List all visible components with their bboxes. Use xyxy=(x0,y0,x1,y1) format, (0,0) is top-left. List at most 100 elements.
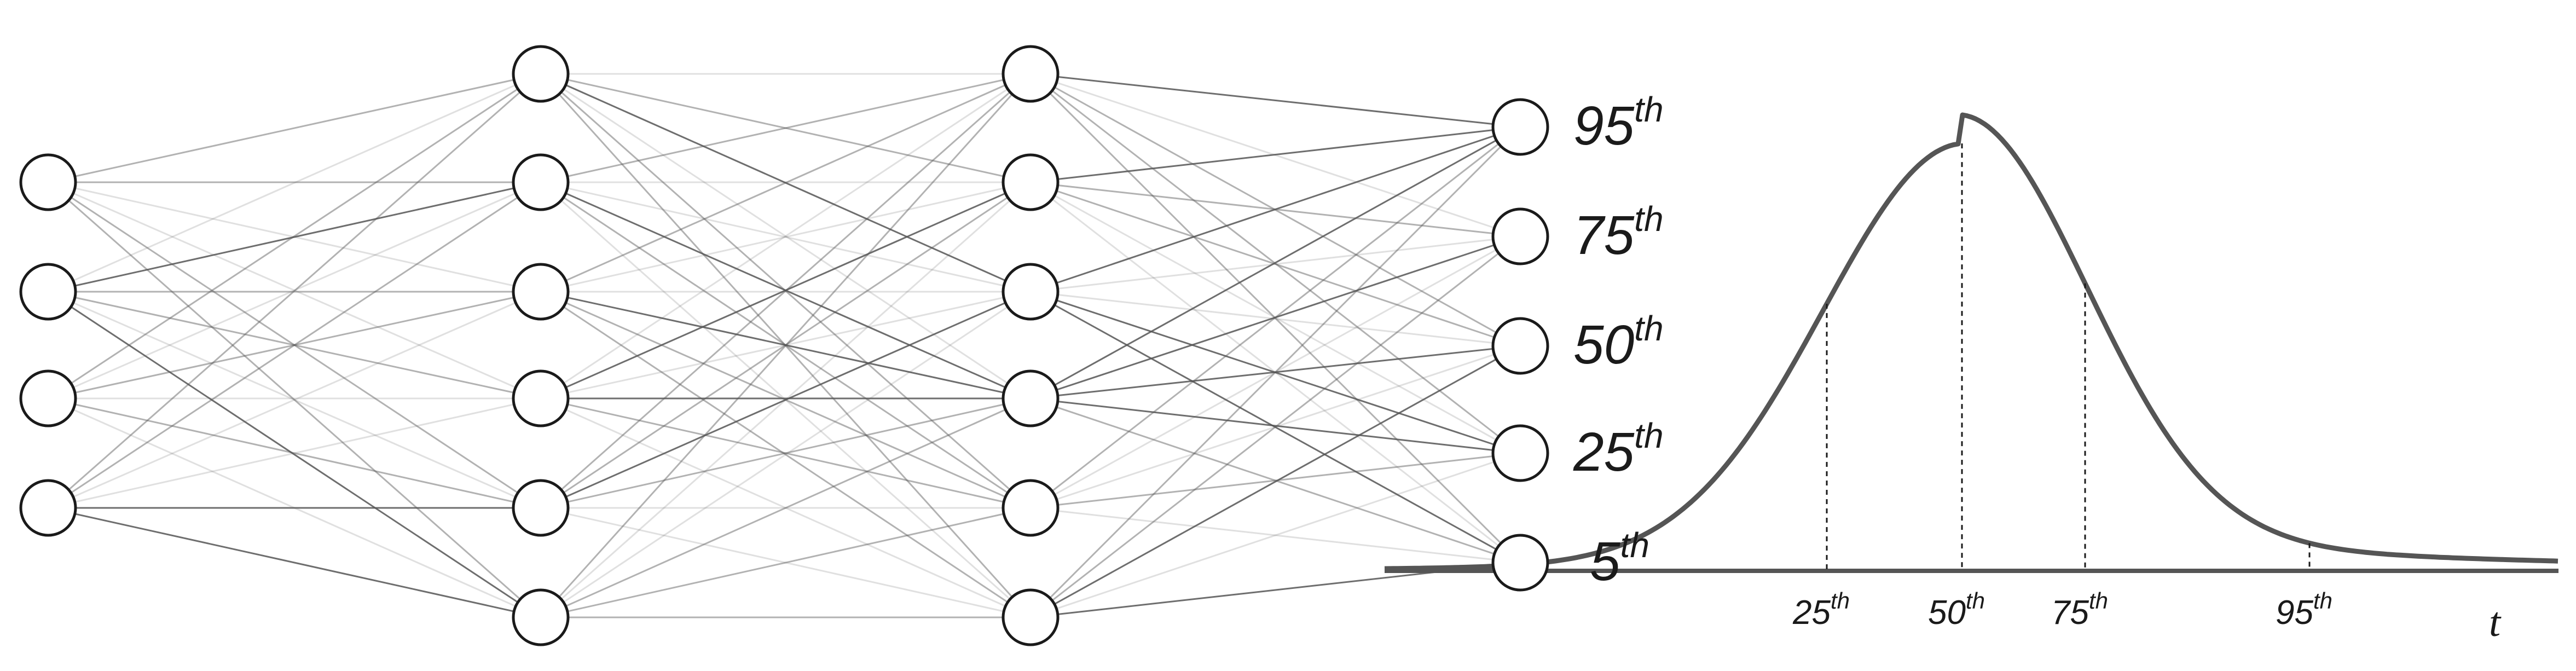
network-edge xyxy=(540,507,1031,618)
input-node xyxy=(19,153,77,211)
hidden-2-node xyxy=(1002,263,1060,321)
network-edge xyxy=(540,73,1031,293)
network-edge xyxy=(540,181,1031,400)
input-node xyxy=(19,263,77,321)
output-node xyxy=(1491,317,1549,375)
network-edge xyxy=(540,181,1031,293)
input-node xyxy=(19,369,77,427)
network-edge xyxy=(1030,126,1521,509)
network-edge xyxy=(48,181,541,293)
network-edge xyxy=(48,181,541,618)
network-edge xyxy=(48,73,541,183)
network-edge xyxy=(540,73,1031,400)
network-edge xyxy=(540,397,1031,509)
network-edge xyxy=(540,507,1031,618)
quantile-markers xyxy=(1826,143,2311,571)
network-edge xyxy=(48,181,541,509)
network-edge xyxy=(1030,235,1521,400)
network-edge xyxy=(48,181,541,400)
network-edge xyxy=(540,73,1031,400)
hidden-2-node xyxy=(1002,588,1060,646)
hidden-1-node xyxy=(512,369,570,427)
network-edge xyxy=(540,73,1031,183)
network-edge xyxy=(48,291,541,400)
network-edge xyxy=(1030,235,1521,293)
network-edge xyxy=(540,291,1031,618)
network-edge xyxy=(48,73,541,400)
network-edge xyxy=(1030,397,1521,564)
network-nodes xyxy=(19,45,1549,646)
network-edge xyxy=(1030,235,1521,618)
network-edge xyxy=(540,73,1031,293)
quantile-marker-label: 50th xyxy=(1928,588,1985,632)
network-edge xyxy=(48,181,541,509)
quantile-marker-label: 95th xyxy=(2276,588,2332,632)
hidden-1-node xyxy=(512,153,570,211)
hidden-2-node xyxy=(1002,479,1060,537)
hidden-1-node xyxy=(512,263,570,321)
network-edges xyxy=(48,73,1521,618)
network-edge xyxy=(48,291,541,509)
output-node xyxy=(1491,534,1549,592)
network-edge xyxy=(540,73,1031,183)
network-edge xyxy=(540,397,1031,618)
output-node xyxy=(1491,424,1549,482)
network-edge xyxy=(48,291,541,400)
network-edge xyxy=(1030,507,1521,564)
network-edge xyxy=(1030,126,1521,400)
output-quantile-label: 25th xyxy=(1573,416,1664,483)
network-edge xyxy=(1030,235,1521,509)
network-edge xyxy=(1030,73,1521,128)
network-edge xyxy=(1030,291,1521,564)
hidden-1-node xyxy=(512,588,570,646)
hidden-1-node xyxy=(512,45,570,103)
network-edge xyxy=(540,181,1031,509)
network-edge xyxy=(540,291,1031,400)
network-edge xyxy=(540,291,1031,400)
network-edge xyxy=(540,397,1031,618)
network-edge xyxy=(540,397,1031,509)
input-node xyxy=(19,479,77,537)
network-edge xyxy=(48,291,541,509)
hidden-1-node xyxy=(512,479,570,537)
network-edge xyxy=(540,181,1031,618)
network-edge xyxy=(1030,181,1521,347)
quantile-marker-label: 75th xyxy=(2051,588,2108,632)
network-edge xyxy=(48,73,541,509)
output-quantile-label: 5th xyxy=(1590,525,1649,592)
density-curve xyxy=(1384,112,2558,571)
t-axis-label: t xyxy=(2489,599,2502,645)
network-edge xyxy=(1030,452,1521,509)
network-edge xyxy=(540,73,1032,618)
output-quantile-label: 95th xyxy=(1573,90,1664,157)
network-edge xyxy=(48,397,541,509)
network-edge xyxy=(1030,452,1521,618)
output-node xyxy=(1491,98,1549,156)
network-edge xyxy=(1030,126,1521,293)
hidden-2-node xyxy=(1002,45,1060,103)
network-edge xyxy=(1030,345,1521,509)
network-edge xyxy=(1029,126,1521,618)
output-quantile-label: 50th xyxy=(1573,309,1664,375)
network-edge xyxy=(1030,345,1521,618)
network-edge xyxy=(540,291,1031,618)
output-quantile-label: 75th xyxy=(1573,199,1664,266)
network-edge xyxy=(1030,291,1521,347)
network-edge xyxy=(48,291,541,618)
network-edge xyxy=(540,181,1031,293)
quantile-marker-label: 25th xyxy=(1792,588,1850,632)
quantile-marker-labels: 25th 50th 75th 95th xyxy=(1792,588,2332,632)
network-edge xyxy=(540,73,1031,509)
network-edge xyxy=(1030,345,1521,400)
network-edge xyxy=(1030,397,1521,454)
network-edge xyxy=(540,291,1031,509)
output-node xyxy=(1491,207,1549,265)
output-quantile-labels: 95th 75th 50th 25th 5th xyxy=(1573,90,1664,592)
network-edge xyxy=(1030,126,1521,183)
network-edge xyxy=(48,507,541,618)
distribution-plot: 25th 50th 75th 95th t xyxy=(1384,112,2558,645)
network-edge xyxy=(48,397,541,509)
network-edge xyxy=(48,181,541,400)
